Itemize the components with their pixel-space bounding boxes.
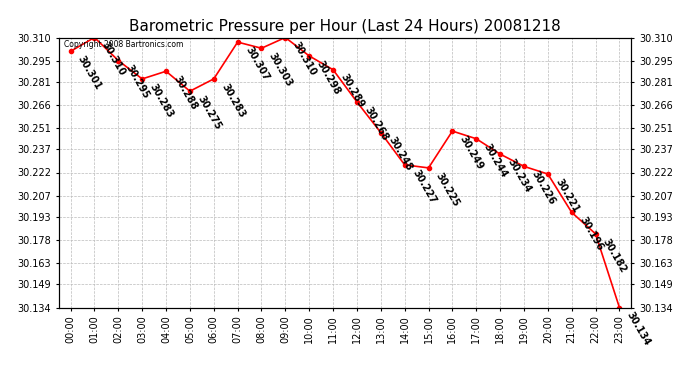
- Text: 30.134: 30.134: [625, 310, 652, 348]
- Text: 30.303: 30.303: [267, 51, 295, 88]
- Text: 30.244: 30.244: [482, 141, 509, 179]
- Text: 30.310: 30.310: [291, 40, 318, 78]
- Text: 30.298: 30.298: [315, 58, 342, 96]
- Text: 30.225: 30.225: [434, 171, 462, 208]
- Text: 30.226: 30.226: [529, 169, 557, 207]
- Text: 30.295: 30.295: [124, 63, 151, 101]
- Text: 30.283: 30.283: [148, 82, 175, 119]
- Text: 30.227: 30.227: [411, 168, 437, 205]
- Text: 30.288: 30.288: [172, 74, 199, 112]
- Text: 30.283: 30.283: [219, 82, 247, 119]
- Text: 30.196: 30.196: [578, 215, 604, 253]
- Text: Copyright 2008 Bartronics.com: Copyright 2008 Bartronics.com: [64, 40, 184, 49]
- Text: 30.182: 30.182: [601, 237, 629, 274]
- Text: 30.289: 30.289: [339, 72, 366, 110]
- Text: 30.248: 30.248: [386, 135, 414, 173]
- Text: 30.310: 30.310: [100, 40, 128, 78]
- Title: Barometric Pressure per Hour (Last 24 Hours) 20081218: Barometric Pressure per Hour (Last 24 Ho…: [129, 18, 561, 33]
- Text: 30.307: 30.307: [243, 45, 270, 82]
- Text: 30.234: 30.234: [506, 157, 533, 194]
- Text: 30.301: 30.301: [76, 54, 104, 92]
- Text: 30.249: 30.249: [458, 134, 485, 171]
- Text: 30.275: 30.275: [195, 94, 223, 132]
- Text: 30.221: 30.221: [553, 177, 581, 214]
- Text: 30.268: 30.268: [362, 105, 390, 142]
